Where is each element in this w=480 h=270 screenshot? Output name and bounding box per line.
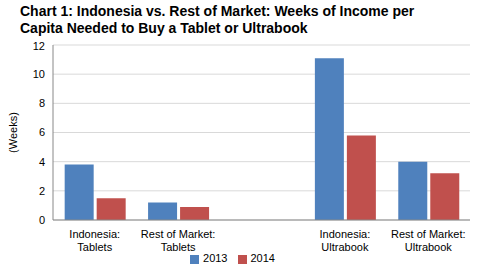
html-text:Chart 1: Indonesia vs. Rest of: Chart 1: Indonesia vs. Rest of Market: W…	[20, 3, 415, 36]
html-text:2014: 2014	[250, 252, 275, 264]
svg-text:Rest of Market:: Rest of Market:	[391, 228, 466, 240]
svg-text:(Weeks): (Weeks)	[8, 112, 19, 153]
svg-text:Tablets: Tablets	[161, 241, 196, 253]
svg-text:10: 10	[33, 68, 45, 80]
svg-text:4: 4	[39, 156, 45, 168]
svg-text:Indonesia:: Indonesia:	[320, 228, 371, 240]
html-text:2013: 2013	[203, 252, 228, 264]
svg-text:6: 6	[39, 126, 45, 138]
svg-text:Indonesia:: Indonesia:	[69, 228, 120, 240]
svg-text:Rest of Market:: Rest of Market:	[141, 228, 216, 240]
svg-text:0: 0	[39, 214, 45, 226]
svg-text:8: 8	[39, 97, 45, 109]
svg-text:Ultrabook: Ultrabook	[405, 241, 453, 253]
svg-text:Tablets: Tablets	[77, 241, 112, 253]
svg-text:Ultrabook: Ultrabook	[321, 241, 369, 253]
svg-text:12: 12	[33, 40, 45, 52]
svg-text:2: 2	[39, 185, 45, 197]
